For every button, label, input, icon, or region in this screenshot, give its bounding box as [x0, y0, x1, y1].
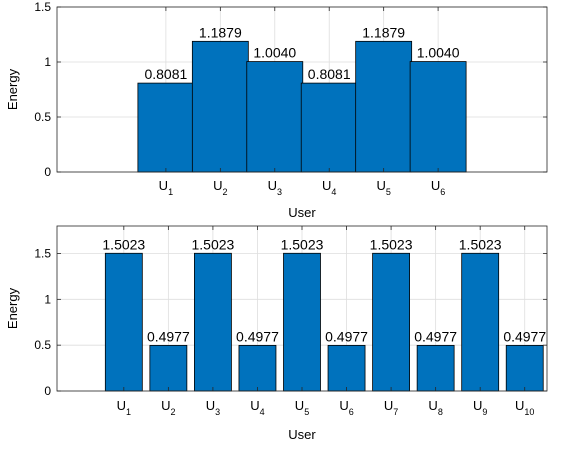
data-label: 1.5023	[102, 236, 145, 252]
x-tick-label: U4	[250, 398, 264, 417]
x-tick-label: U8	[428, 398, 442, 417]
bar	[191, 40, 249, 173]
bar	[104, 252, 143, 392]
x-tick-label: U1	[117, 398, 131, 417]
y-tick-label: 0.5	[34, 110, 51, 124]
x-tick-label: U5	[376, 178, 390, 197]
x-tick-label: U4	[322, 178, 336, 197]
y-tick-label: 0	[44, 384, 51, 398]
bar	[409, 61, 467, 173]
y-tick-label: 1	[44, 55, 51, 69]
data-label: 0.8081	[144, 66, 187, 82]
bar	[300, 82, 358, 173]
x-tick-label: U1	[159, 178, 173, 197]
bar	[238, 344, 277, 392]
axes-box	[56, 6, 548, 173]
data-label: 0.4977	[325, 328, 368, 344]
x-tick-label: U9	[473, 398, 487, 417]
bar	[327, 344, 366, 392]
chart-1: 0.8081 1.1879 1.0040 0.8081 1.1879 1.0040 0 0.5…	[5, 0, 548, 220]
y-axis-label: Energy	[5, 287, 20, 329]
data-label: 0.4977	[414, 328, 457, 344]
data-label: 0.4977	[147, 328, 190, 344]
bar	[461, 252, 500, 392]
y-tick-label: 1	[44, 292, 51, 306]
x-tick-label: U5	[295, 398, 309, 417]
x-tick-label: U3	[268, 178, 282, 197]
y-tick-label: 0	[44, 165, 51, 179]
bar	[372, 252, 410, 392]
data-label: 1.5023	[459, 236, 502, 252]
data-label: 1.5023	[281, 236, 324, 252]
data-label: 0.4977	[503, 328, 546, 344]
data-label: 1.1879	[199, 24, 242, 40]
bar	[246, 61, 304, 173]
bar	[505, 344, 544, 392]
x-tick-label: U3	[206, 398, 220, 417]
x-axis-label: User	[288, 205, 316, 220]
x-axis-label: User	[288, 427, 316, 442]
bar	[355, 40, 413, 173]
data-label: 1.1879	[362, 24, 405, 40]
data-label: 1.5023	[370, 236, 413, 252]
x-tick-label: U6	[431, 178, 445, 197]
bar	[137, 82, 195, 173]
data-label: 1.0040	[253, 45, 296, 61]
x-tick-label: U10	[515, 398, 534, 417]
bar	[416, 344, 455, 392]
bar	[149, 344, 188, 392]
data-label: 1.0040	[417, 45, 460, 61]
x-tick-label: U7	[384, 398, 398, 417]
x-tick-label: U2	[161, 398, 175, 417]
y-tick-label: 1.5	[34, 0, 51, 14]
data-label: 0.4977	[236, 328, 279, 344]
bar	[283, 252, 321, 392]
data-label: 1.5023	[191, 236, 234, 252]
x-tick-label: U2	[213, 178, 227, 197]
y-axis-label: Energy	[5, 68, 20, 110]
y-tick-label: 0.5	[34, 338, 51, 352]
bar	[194, 252, 232, 392]
chart-2: 1.50230.49771.50230.49771.50230.49771.50…	[5, 225, 548, 442]
x-tick-label: U6	[339, 398, 353, 417]
y-tick-label: 1.5	[34, 247, 51, 261]
data-label: 0.8081	[308, 66, 351, 82]
